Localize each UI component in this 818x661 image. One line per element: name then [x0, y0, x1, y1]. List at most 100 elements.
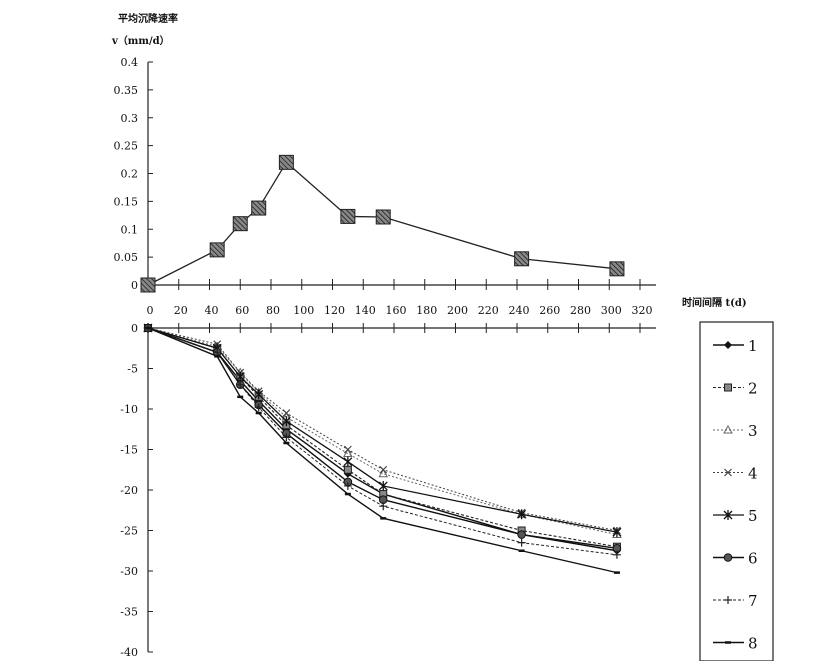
top-x-tick-label: 320 — [632, 304, 653, 317]
top-x-tick-label: 60 — [235, 304, 249, 317]
bottom-y-tick-label: -5 — [127, 363, 138, 376]
bottom-y-tick-label: -20 — [120, 484, 138, 497]
series-marker — [281, 416, 291, 427]
top-y-tick-label: 0.15 — [114, 195, 139, 208]
top-x-tick-label: 100 — [293, 304, 314, 317]
bottom-y-tick-label: 0 — [131, 322, 138, 335]
top-x-tick-label: 20 — [174, 304, 188, 317]
legend-item-5: 5 — [713, 507, 758, 525]
series-marker — [612, 527, 622, 538]
series-marker — [723, 424, 733, 434]
legend-label: 1 — [748, 337, 758, 355]
series-8 — [145, 326, 620, 574]
legend-item-1: 1 — [713, 337, 758, 355]
top-chart-y-ticks: 0.4 0.35 0.3 0.25 0.2 0.15 0.1 0.05 0 — [114, 56, 153, 292]
series-marker — [343, 456, 353, 467]
bottom-chart-x-ticks — [147, 323, 641, 333]
series-marker — [213, 348, 222, 357]
series-marker — [517, 538, 526, 547]
series-marker — [612, 550, 621, 559]
top-y-tick-label: 0.4 — [121, 56, 139, 69]
legend-item-8: 8 — [713, 635, 758, 653]
series-marker — [343, 448, 353, 458]
top-chart-series — [140, 154, 625, 293]
series-marker — [724, 596, 732, 604]
bottom-y-tick-label: -25 — [120, 525, 138, 538]
legend-label: 6 — [748, 550, 758, 568]
top-y-tick-label: 0 — [131, 279, 138, 292]
legend-box — [699, 321, 774, 661]
top-y-tick-label: 0.3 — [121, 112, 139, 125]
series-marker — [724, 383, 732, 392]
series-marker — [378, 480, 388, 491]
legend-item-6: 6 — [713, 550, 758, 568]
legend-label: 3 — [748, 422, 758, 440]
series-line — [147, 327, 618, 556]
rate-point-hatch — [209, 242, 225, 258]
top-y-tick-label: 0.1 — [121, 223, 139, 236]
legend-item-4: 4 — [713, 465, 758, 483]
rate-point-hatch — [279, 155, 294, 170]
top-y-tick-label: 0.25 — [114, 140, 139, 153]
series-marker — [282, 433, 291, 442]
series-marker — [254, 403, 263, 412]
legend-item-7: 7 — [713, 592, 758, 610]
series-marker — [282, 409, 291, 417]
rate-point-hatch — [340, 209, 356, 224]
top-x-tick-label: 80 — [266, 304, 280, 317]
rate-point-hatch — [375, 209, 391, 225]
bottom-chart-series — [143, 322, 622, 574]
top-x-tick-label: 160 — [386, 304, 407, 317]
series-line — [147, 327, 618, 550]
top-x-tick-label: 240 — [509, 304, 530, 317]
legend-label: 4 — [748, 465, 758, 483]
series-2 — [144, 324, 621, 551]
bottom-y-tick-label: -30 — [120, 565, 138, 578]
top-x-tick-label: 300 — [601, 304, 622, 317]
top-x-tick-label: 260 — [539, 304, 560, 317]
top-x-tick-label: 280 — [570, 304, 591, 317]
top-x-tick-label: 180 — [416, 304, 437, 317]
legend-label: 5 — [748, 507, 758, 525]
series-line — [147, 327, 618, 574]
legend-item-2: 2 — [713, 380, 758, 398]
series-marker — [378, 468, 389, 478]
series-marker — [343, 465, 352, 474]
top-chart-title: 平均沉降速率 — [118, 12, 178, 25]
series-marker — [254, 389, 264, 400]
series-marker — [724, 341, 732, 349]
series-marker — [235, 371, 245, 382]
series-marker — [343, 445, 352, 454]
legend-label: 2 — [748, 380, 758, 398]
bottom-y-tick-label: -15 — [120, 444, 138, 457]
top-x-tick-label: 0 — [147, 304, 154, 317]
top-chart-y-axis-label: v（mm/d） — [111, 34, 170, 47]
series-marker — [379, 502, 388, 511]
rate-point-hatch — [232, 216, 248, 231]
top-x-tick-label: 40 — [205, 304, 219, 317]
bottom-y-tick-label: -40 — [120, 646, 138, 659]
legend-label: 8 — [748, 635, 758, 653]
bottom-y-tick-label: -10 — [120, 403, 138, 416]
top-y-tick-label: 0.2 — [121, 168, 139, 181]
top-chart-x-axis-label: 时间间隔 t(d) — [682, 296, 747, 309]
series-marker — [723, 510, 733, 520]
top-x-tick-label: 140 — [355, 304, 376, 317]
series-marker — [517, 509, 527, 520]
series-marker — [236, 380, 245, 389]
legend-label: 7 — [748, 592, 758, 610]
top-x-tick-label: 120 — [324, 304, 345, 317]
top-y-tick-label: 0.05 — [114, 251, 139, 264]
series-line — [147, 327, 618, 548]
top-y-tick-label: 0.35 — [114, 84, 139, 97]
bottom-y-tick-label: -35 — [120, 606, 138, 619]
series-marker — [723, 553, 733, 562]
series-marker — [343, 481, 352, 490]
bottom-chart-y-ticks: 0 -5 -10 -15 -20 -25 -30 -35 -40 — [120, 322, 153, 659]
rate-point-hatch — [514, 251, 529, 267]
series-marker — [517, 530, 526, 539]
cumulative-settlement-chart: 0 -5 -10 -15 -20 -25 -30 -35 -40 — [120, 322, 656, 659]
settlement-rate-chart: 平均沉降速率 v（mm/d） 时间间隔 t(d) 0.40.350.30.250… — [111, 12, 747, 317]
top-x-tick-label: 220 — [478, 304, 499, 317]
